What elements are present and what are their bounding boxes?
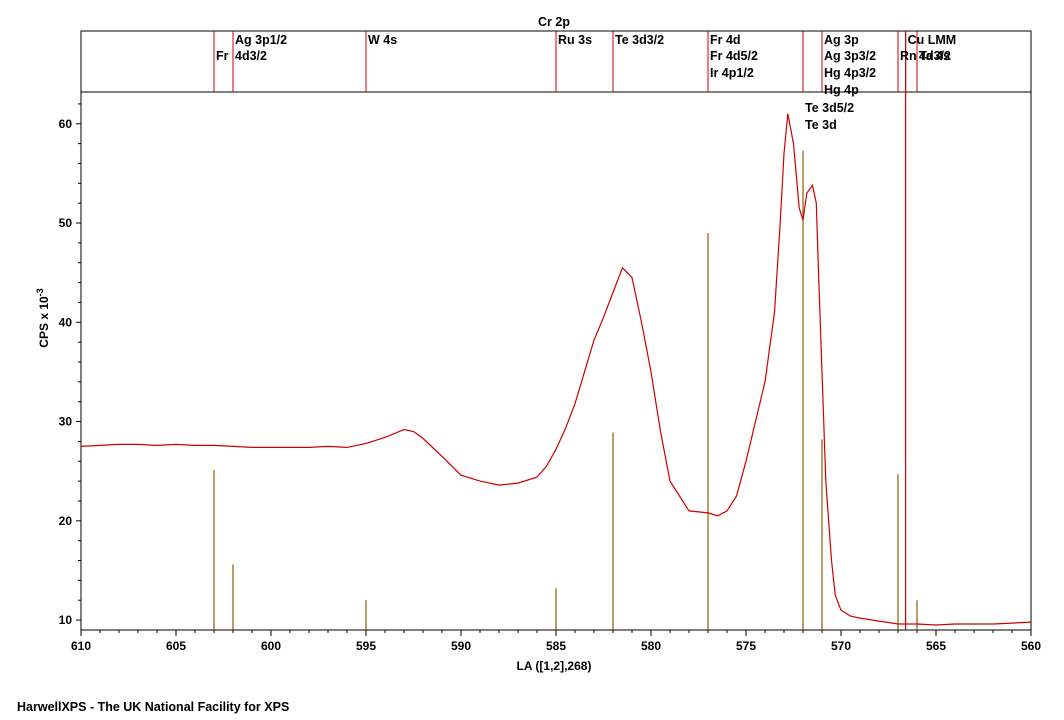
x-tick-label-9: 565 [926, 639, 946, 653]
y-axis-title-text: CPS x 10 [37, 296, 51, 348]
y-axis-title: CPS x 10-3 [35, 288, 51, 347]
x-tick-label-6: 580 [641, 639, 661, 653]
peak-label-4: Te 3d3/2 [615, 33, 664, 47]
peak-label-7-more-0: Ag 3p3/2 [824, 49, 876, 63]
svg-text:CPS x 10-3: CPS x 10-3 [35, 288, 51, 347]
peak-label-10-b: 4d3/2 [919, 49, 951, 63]
x-tick-label-4: 590 [451, 639, 471, 653]
peak-label-7-more-1: Hg 4p3/2 [824, 66, 876, 80]
y-axis: 10 20 30 40 50 60 [59, 103, 81, 627]
x-tick-label-0: 610 [71, 639, 91, 653]
x-tick-label-8: 570 [831, 639, 851, 653]
x-tick-label-7: 575 [736, 639, 756, 653]
x-tick-label-5: 585 [546, 639, 566, 653]
peak-label-0: Fr [216, 49, 229, 63]
top-label-cr2p: Cr 2p [538, 15, 570, 29]
y-tick-label-3: 40 [59, 315, 73, 329]
y-tick-label-2: 30 [59, 415, 73, 429]
x-axis: 610 605 600 595 590 585 580 575 570 565 560 [71, 630, 1041, 653]
footer-text: HarwellXPS - The UK National Facility fo… [17, 700, 289, 714]
peak-label-5-more-1: Ir 4p1/2 [710, 66, 754, 80]
peak-label-1-b: 4d3/2 [235, 49, 267, 63]
peak-label-3: Ru 3s [558, 33, 592, 47]
peak-label-2: W 4s [368, 33, 397, 47]
x-tick-label-10: 560 [1021, 639, 1041, 653]
peak-label-6-below-0: Te 3d5/2 [805, 101, 854, 115]
x-tick-label-3: 595 [356, 639, 376, 653]
y-tick-label-5: 60 [59, 117, 73, 131]
peak-label-9: Cu LMM [908, 33, 957, 47]
peak-label-5-more-0: Fr 4d5/2 [710, 49, 758, 63]
y-tick-label-4: 50 [59, 216, 73, 230]
reference-lines [213, 31, 918, 630]
x-axis-title: LA ([1,2],268) [517, 659, 592, 673]
peak-label-8: Rn [900, 49, 917, 63]
x-tick-label-2: 600 [261, 639, 281, 653]
x-tick-label-1: 605 [166, 639, 186, 653]
y-tick-label-1: 20 [59, 514, 73, 528]
peak-label-1: Ag 3p1/2 [235, 33, 287, 47]
peak-label-7-more-2: Hg 4p [824, 83, 859, 97]
label-band-lines [213, 31, 918, 92]
y-axis-title-exponent: -3 [35, 288, 45, 296]
y-tick-label-0: 10 [59, 613, 73, 627]
peak-label-10: Ta 4s [919, 49, 950, 63]
plot-area [80, 91, 1032, 631]
peak-label-5: Fr 4d [710, 33, 741, 47]
peak-label-6-below-1: Te 3d [805, 118, 837, 132]
spectrum-line [80, 113, 1032, 626]
peak-label-7: Ag 3p [824, 33, 859, 47]
peak-labels: Fr Ag 3p1/2 4d3/2 W 4s Ru 3s Te 3d3/2 Fr 4d Fr … [216, 33, 956, 132]
